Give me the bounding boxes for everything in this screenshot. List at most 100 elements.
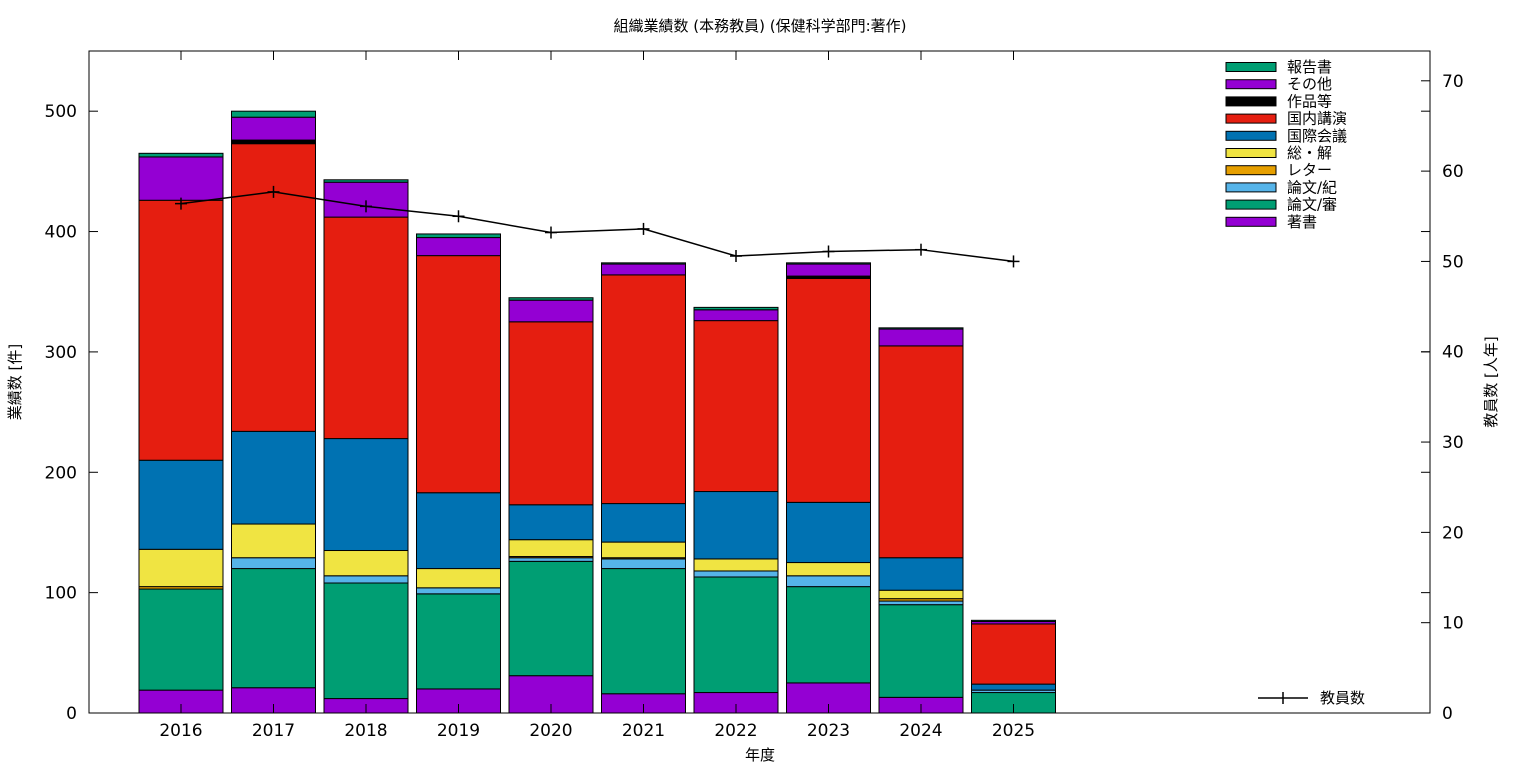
plot-frame (88, 50, 1431, 714)
y-tick-label: 400 (45, 223, 77, 243)
bar-segment (601, 541, 686, 559)
bar-segment (138, 199, 224, 461)
y2-tick-label: 20 (1442, 523, 1464, 543)
staff-point (637, 222, 650, 235)
y-tick-label: 500 (45, 102, 77, 122)
bar-segment (231, 139, 316, 145)
legend-label: 国際会議 (1287, 127, 1347, 145)
y-axis-label: 業績数 [件] (6, 344, 24, 420)
bars-layer (138, 110, 1056, 714)
x-tick-label: 2022 (714, 721, 757, 741)
bar-segment (878, 557, 964, 591)
y2-tick-label: 30 (1442, 433, 1464, 453)
staff-point (1007, 255, 1020, 268)
bar-segment (508, 299, 594, 323)
bar-segment (138, 548, 224, 588)
bar-segment (231, 523, 316, 559)
y-tick-label: 200 (45, 463, 77, 483)
bar-segment (693, 576, 779, 694)
bar-segment (601, 263, 686, 276)
legend-swatch (1225, 165, 1277, 176)
bar-segment (786, 501, 871, 564)
staff-point (267, 185, 280, 198)
legend-label: レター (1287, 161, 1332, 179)
bar-segment (416, 587, 501, 595)
bar-segment (786, 586, 871, 684)
bar-segment (416, 255, 501, 494)
legend-label: 作品等 (1287, 92, 1332, 110)
bar-segment (878, 327, 964, 330)
bar-segment (693, 320, 779, 493)
bar-segment (878, 589, 964, 600)
bar-segment (323, 575, 409, 584)
x-tick-label: 2024 (899, 721, 942, 741)
bar-segment (786, 562, 871, 577)
legend-swatch (1225, 130, 1277, 141)
y2-tick-label: 60 (1442, 162, 1464, 182)
x-axis-label: 年度 (745, 746, 775, 764)
staff-point (360, 200, 372, 213)
bar-segment (693, 570, 779, 578)
y2-tick-label: 0 (1442, 704, 1453, 724)
legend-label: その他 (1287, 75, 1332, 93)
bar-segment (601, 558, 686, 570)
y2-axis-label: 教員数 [人年] (1482, 336, 1500, 427)
y2-tick-label: 10 (1442, 614, 1464, 634)
y2-tick-label: 70 (1442, 72, 1464, 92)
x-tick-label: 2021 (622, 721, 665, 741)
legend-label: 総・解 (1287, 144, 1332, 162)
staff-point (822, 245, 835, 258)
x-tick-label: 2025 (992, 721, 1035, 741)
x-tick-label: 2016 (159, 721, 202, 741)
legend-swatch (1225, 199, 1277, 210)
bar-segment (878, 600, 964, 606)
bar-segment (693, 309, 779, 322)
legend-line-label: 教員数 (1320, 689, 1365, 707)
bar-segment (231, 568, 316, 689)
bar-segment (508, 297, 594, 301)
bar-segment (601, 503, 686, 543)
x-tick-label: 2017 (252, 721, 295, 741)
bar-segment (971, 619, 1056, 623)
legend-label: 論文/紀 (1287, 178, 1337, 196)
axes-layer: 0 100 200 300 400 500 0 10 20 30 40 50 60 70 2016 2017 2… (45, 50, 1464, 741)
legend-swatch (1225, 113, 1277, 124)
legend-label: 報告書 (1287, 58, 1332, 76)
legend-swatch (1225, 216, 1277, 227)
legend-label: 国内講演 (1287, 110, 1347, 128)
bar-segment (601, 568, 686, 695)
bar-segment (138, 156, 224, 201)
bar-segment (231, 557, 316, 570)
chart-title: 組織業績数 (本務教員) (保健科学部門:著作) (614, 17, 907, 35)
staff-point (175, 197, 187, 210)
bar-segment (601, 262, 686, 265)
legend-swatch (1225, 62, 1277, 72)
bar-segment (786, 575, 871, 588)
staff-point (730, 250, 742, 263)
bar-segment (971, 683, 1056, 691)
x-tick-label: 2019 (437, 721, 480, 741)
bar-segment (508, 321, 594, 506)
bar-segment (878, 604, 964, 698)
bar-segment (323, 550, 409, 577)
bar-segment (693, 491, 779, 560)
y-tick-label: 300 (45, 343, 77, 363)
legend-swatch (1225, 148, 1277, 158)
bar-segment (231, 430, 316, 525)
bar-segment (508, 560, 594, 677)
staff-point (545, 226, 557, 239)
legend-label: 論文/審 (1287, 196, 1337, 214)
bar-segment (138, 152, 224, 158)
bar-segment (323, 179, 409, 183)
bar-segment (138, 459, 224, 550)
legend-swatch (1225, 79, 1277, 90)
staff-line-layer (175, 185, 1020, 268)
x-tick-label: 2020 (529, 721, 572, 741)
staff-point (452, 210, 465, 223)
bar-segment (508, 504, 594, 541)
bar-segment (416, 593, 501, 690)
y2-tick-label: 40 (1442, 343, 1464, 363)
bar-segment (878, 328, 964, 347)
